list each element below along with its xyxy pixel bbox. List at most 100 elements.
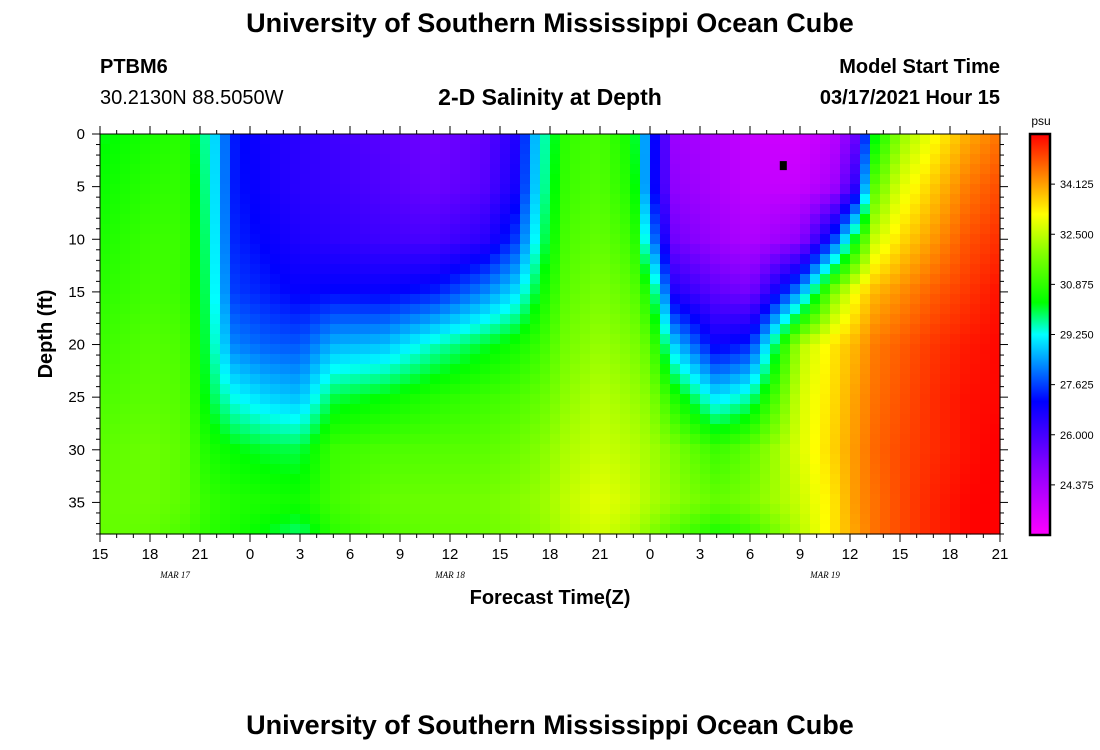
heatmap-cell	[160, 394, 171, 405]
heatmap-cell	[520, 344, 531, 355]
heatmap-cell	[230, 174, 241, 185]
heatmap-cell	[450, 244, 461, 255]
heatmap-cell	[920, 164, 931, 175]
heatmap-cell	[760, 274, 771, 285]
heatmap-cell	[710, 514, 721, 525]
heatmap-cell	[160, 364, 171, 375]
heatmap-cell	[950, 504, 961, 515]
heatmap-cell	[900, 424, 911, 435]
heatmap-cell	[550, 234, 561, 245]
heatmap-cell	[100, 184, 111, 195]
heatmap-cell	[250, 324, 261, 335]
heatmap-cell	[130, 234, 141, 245]
heatmap-cell	[530, 164, 541, 175]
heatmap-cell	[380, 424, 391, 435]
heatmap-cell	[280, 144, 291, 155]
heatmap-cell	[370, 254, 381, 265]
heatmap-cell	[190, 334, 201, 345]
heatmap-cell	[400, 444, 411, 455]
heatmap-cell	[590, 404, 601, 415]
heatmap-cell	[880, 344, 891, 355]
heatmap-cell	[930, 134, 941, 145]
heatmap-cell	[580, 334, 591, 345]
heatmap-cell	[190, 294, 201, 305]
heatmap-cell	[800, 204, 811, 215]
heatmap-cell	[870, 434, 881, 445]
heatmap-cell	[700, 194, 711, 205]
heatmap-cell	[900, 264, 911, 275]
heatmap-cell	[160, 204, 171, 215]
heatmap-cell	[250, 234, 261, 245]
heatmap-cell	[930, 474, 941, 485]
heatmap-cell	[320, 404, 331, 415]
heatmap-cell	[890, 254, 901, 265]
heatmap-cell	[300, 214, 311, 225]
heatmap-cell	[920, 154, 931, 165]
heatmap-cell	[970, 434, 981, 445]
heatmap-cell	[450, 514, 461, 525]
heatmap-cell	[590, 474, 601, 485]
heatmap-cell	[740, 214, 751, 225]
heatmap-cell	[730, 134, 741, 145]
heatmap-cell	[350, 444, 361, 455]
heatmap-cell	[170, 284, 181, 295]
heatmap-cell	[900, 314, 911, 325]
heatmap-cell	[300, 334, 311, 345]
heatmap-cell	[880, 494, 891, 505]
heatmap-cell	[870, 514, 881, 525]
heatmap-cell	[450, 524, 461, 535]
heatmap-cell	[850, 344, 861, 355]
heatmap-cell	[580, 204, 591, 215]
heatmap-cell	[130, 284, 141, 295]
heatmap-cell	[550, 404, 561, 415]
heatmap-cell	[570, 424, 581, 435]
heatmap-cell	[400, 324, 411, 335]
heatmap-cell	[460, 324, 471, 335]
heatmap-cell	[330, 314, 341, 325]
heatmap-cell	[110, 364, 121, 375]
heatmap-cell	[100, 474, 111, 485]
heatmap-cell	[440, 374, 451, 385]
heatmap-cell	[970, 444, 981, 455]
x-tick-label: 3	[296, 546, 304, 563]
heatmap-cell	[670, 384, 681, 395]
heatmap-cell	[210, 454, 221, 465]
heatmap-cell	[990, 294, 1001, 305]
heatmap-cell	[800, 304, 811, 315]
heatmap-cell	[590, 504, 601, 515]
heatmap-cell	[400, 514, 411, 525]
heatmap-cell	[810, 274, 821, 285]
heatmap-cell	[130, 364, 141, 375]
heatmap-cell	[350, 494, 361, 505]
heatmap-cell	[970, 274, 981, 285]
heatmap-cell	[580, 364, 591, 375]
heatmap-cell	[130, 484, 141, 495]
heatmap-cell	[970, 454, 981, 465]
heatmap-cell	[670, 444, 681, 455]
heatmap-cell	[800, 334, 811, 345]
heatmap-cell	[160, 294, 171, 305]
heatmap-cell	[600, 414, 611, 425]
heatmap-cell	[260, 394, 271, 405]
heatmap-cell	[460, 164, 471, 175]
heatmap-cell	[150, 394, 161, 405]
heatmap-cell	[900, 174, 911, 185]
heatmap-cell	[230, 204, 241, 215]
heatmap-cell	[480, 134, 491, 145]
heatmap-cell	[880, 294, 891, 305]
heatmap-cell	[230, 354, 241, 365]
heatmap-cell	[470, 504, 481, 515]
heatmap-cell	[310, 144, 321, 155]
heatmap-cell	[980, 244, 991, 255]
heatmap-cell	[630, 204, 641, 215]
heatmap-cell	[370, 184, 381, 195]
heatmap-cell	[690, 194, 701, 205]
heatmap-cell	[960, 374, 971, 385]
heatmap-cell	[340, 504, 351, 515]
heatmap-cell	[200, 314, 211, 325]
heatmap-cell	[940, 174, 951, 185]
heatmap-cell	[460, 504, 471, 515]
heatmap-cell	[510, 164, 521, 175]
heatmap-cell	[110, 424, 121, 435]
heatmap-cell	[340, 134, 351, 145]
